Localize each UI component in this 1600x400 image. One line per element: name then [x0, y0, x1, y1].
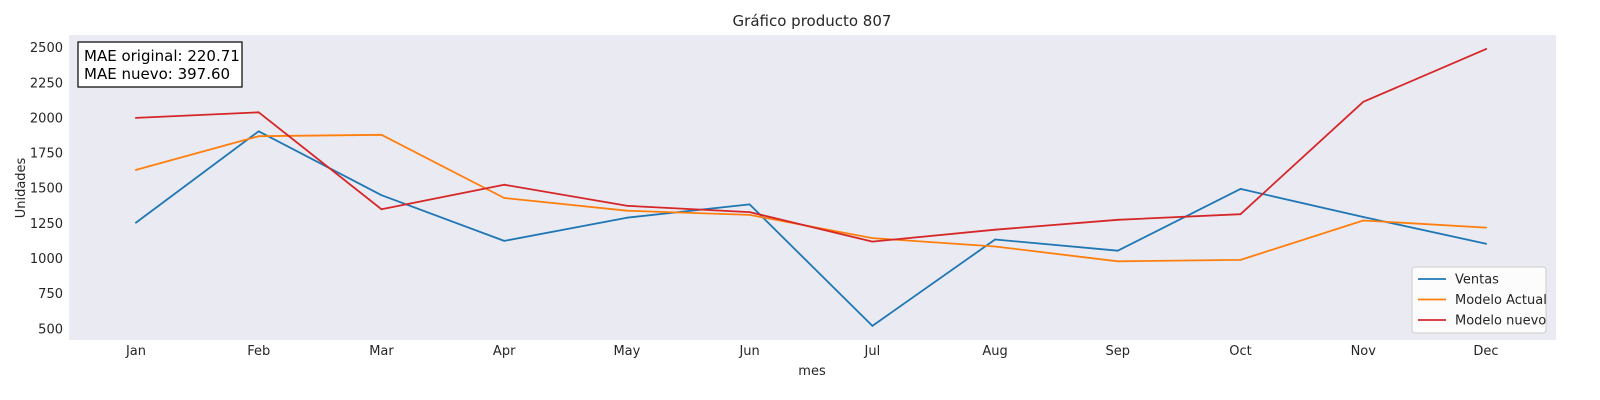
data-point-modelo-actual-feb: [257, 135, 260, 138]
series-layer: [135, 48, 1487, 327]
data-point-modelo-nuevo-mar: [380, 208, 383, 211]
legend-label-ventas: Ventas: [1455, 273, 1499, 288]
plot-background: [69, 35, 1556, 340]
x-tick-labels: Jan Feb Mar Apr May Jun Jul Aug Sep Oct Nov Dec: [125, 344, 1499, 359]
data-point-modelo-actual-mar: [380, 133, 383, 136]
data-point-modelo-nuevo-oct: [1239, 213, 1242, 216]
y-tick-label-1000: 1000: [30, 252, 63, 267]
data-point-ventas-mar: [380, 194, 383, 197]
data-point-modelo-nuevo-feb: [257, 111, 260, 114]
chart-title: Gráfico producto 807: [733, 12, 892, 30]
data-point-modelo-actual-dec: [1485, 226, 1487, 229]
x-tick-label-dec: Dec: [1473, 344, 1498, 359]
data-point-modelo-nuevo-dec: [1485, 48, 1487, 50]
y-tick-label-2250: 2250: [30, 76, 63, 91]
mae-original-text: MAE original: 220.71: [84, 47, 240, 65]
legend-items: Ventas Modelo Actual Modelo nuevo: [1418, 273, 1547, 329]
data-point-modelo-nuevo-apr: [503, 183, 506, 186]
x-tick-label-nov: Nov: [1351, 344, 1377, 359]
data-point-modelo-actual-sep: [1116, 260, 1119, 263]
y-tick-label-500: 500: [38, 322, 63, 337]
data-point-modelo-nuevo-jan: [135, 117, 137, 119]
data-point-ventas-aug: [994, 238, 996, 241]
legend-label-modelo-nuevo: Modelo nuevo: [1455, 314, 1546, 329]
legend: Ventas Modelo Actual Modelo nuevo: [1411, 266, 1547, 334]
data-point-modelo-nuevo-jul: [871, 240, 874, 243]
x-tick-label-aug: Aug: [982, 344, 1007, 359]
data-point-ventas-oct: [1239, 188, 1242, 190]
y-tick-label-2500: 2500: [30, 41, 63, 56]
data-point-modelo-actual-nov: [1362, 219, 1365, 222]
data-point-ventas-dec: [1485, 242, 1487, 245]
data-point-modelo-nuevo-nov: [1362, 100, 1365, 103]
data-point-modelo-actual-aug: [994, 245, 996, 248]
mae-annotation: MAE original: 220.71 MAE nuevo: 397.60: [77, 41, 243, 88]
y-tick-label-2000: 2000: [30, 111, 63, 126]
x-tick-label-jan: Jan: [125, 344, 146, 359]
legend-label-modelo-actual: Modelo Actual: [1455, 293, 1547, 308]
data-point-modelo-actual-jun: [748, 214, 751, 216]
data-point-ventas-feb: [257, 130, 260, 133]
x-tick-label-mar: Mar: [369, 344, 394, 359]
data-point-modelo-actual-jul: [871, 237, 874, 239]
legend-box: [1411, 266, 1547, 334]
y-tick-labels: 500 750 1000 1250 1500 1750 2000 2250 2500: [30, 41, 63, 337]
data-point-modelo-actual-jan: [135, 169, 137, 171]
data-point-ventas-may: [626, 216, 628, 219]
data-point-modelo-actual-apr: [503, 197, 506, 199]
data-point-modelo-nuevo-aug: [994, 228, 996, 231]
data-point-modelo-nuevo-may: [626, 204, 628, 207]
y-axis-label: Unidades: [14, 157, 29, 218]
x-tick-label-feb: Feb: [247, 344, 270, 359]
data-point-modelo-actual-oct: [1239, 258, 1242, 261]
x-tick-label-sep: Sep: [1106, 344, 1131, 359]
mae-nuevo-text: MAE nuevo: 397.60: [84, 65, 230, 83]
data-point-ventas-jan: [135, 221, 137, 224]
series-line-ventas: [135, 130, 1487, 327]
x-tick-label-may: May: [613, 344, 640, 359]
y-tick-label-750: 750: [38, 287, 63, 302]
mae-annotation-box: [77, 41, 243, 88]
data-point-ventas-jun: [748, 203, 751, 206]
data-point-ventas-nov: [1362, 216, 1365, 218]
data-point-ventas-jul: [871, 325, 874, 327]
data-point-modelo-nuevo-jun: [748, 211, 751, 213]
y-tick-label-1750: 1750: [30, 147, 63, 162]
x-tick-label-jul: Jul: [864, 344, 881, 359]
y-tick-label-1500: 1500: [30, 182, 63, 197]
data-point-modelo-actual-may: [626, 209, 628, 212]
data-point-ventas-sep: [1116, 249, 1119, 252]
x-tick-label-oct: Oct: [1229, 344, 1251, 359]
x-tick-label-jun: Jun: [738, 344, 759, 359]
x-tick-label-apr: Apr: [493, 344, 516, 359]
data-point-ventas-apr: [503, 240, 506, 242]
y-tick-label-1250: 1250: [30, 217, 63, 232]
data-point-modelo-nuevo-sep: [1116, 218, 1119, 221]
x-axis-label: mes: [798, 364, 826, 379]
series-line-modelo-nuevo: [135, 48, 1487, 243]
